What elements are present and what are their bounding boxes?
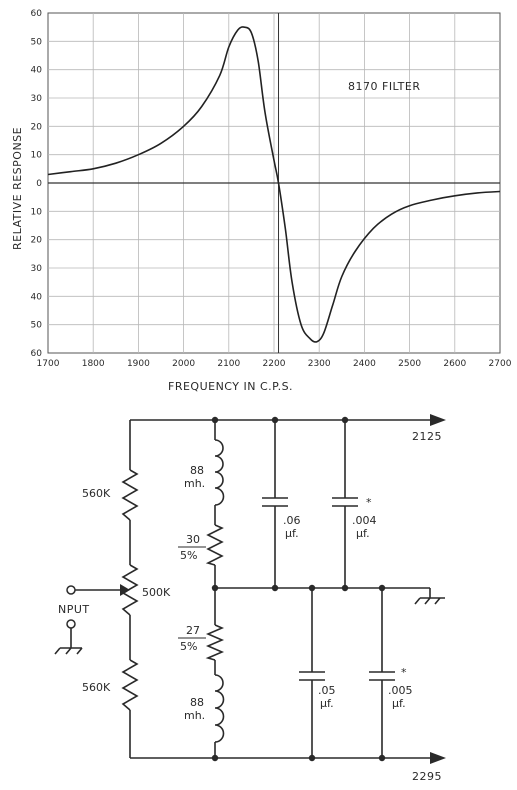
- input-ground: [54, 626, 83, 655]
- inductor-bottom-value: 88: [190, 696, 204, 709]
- inductor-88mh-bottom: [214, 674, 225, 743]
- x-tick-label: 2400: [353, 359, 376, 369]
- marker-c4: *: [401, 666, 407, 679]
- input-terminal-ground: [66, 619, 76, 629]
- inductor-bottom-unit: mh.: [184, 709, 205, 722]
- capacitor-005-value: .005: [388, 684, 413, 697]
- x-tick-label: 1900: [127, 359, 150, 369]
- y-tick-label: 50: [31, 321, 43, 331]
- wiper-arrow: [120, 584, 130, 596]
- resistor-27: [205, 624, 225, 661]
- output-arrow-2295: [430, 752, 446, 764]
- x-tick-label: 2000: [172, 359, 195, 369]
- capacitor-004: [332, 497, 358, 507]
- filter-circuit: [54, 419, 445, 759]
- y-tick-label: 30: [31, 264, 43, 274]
- y-tick-label: 50: [31, 37, 43, 47]
- x-tick-label: 1700: [37, 359, 60, 369]
- y-tick-label: 30: [31, 94, 43, 104]
- junction-dots: [211, 416, 386, 762]
- marker-c2: *: [366, 496, 372, 509]
- x-tick-label: 2300: [308, 359, 331, 369]
- x-axis-label: FREQUENCY IN C.P.S.: [168, 380, 293, 393]
- resistor-30: [205, 524, 224, 566]
- capacitor-004-value: .004: [352, 514, 377, 527]
- resistor-27-tolerance: 5%: [180, 640, 197, 653]
- y-tick-label: 60: [31, 349, 43, 359]
- output-label-2295: 2295: [412, 770, 442, 783]
- chart-title: 8170 FILTER: [348, 80, 421, 93]
- input-terminal: [66, 585, 76, 595]
- resistor-label-560k-bottom: 560K: [82, 681, 111, 694]
- capacitor-005: [369, 671, 395, 681]
- resistor-560k-top: [121, 469, 139, 521]
- resistor-27-value: 27: [186, 624, 200, 637]
- response-curve: [47, 26, 501, 343]
- capacitor-005-unit: µf.: [392, 697, 406, 710]
- y-tick-label: 0: [36, 179, 42, 189]
- y-tick-label: 20: [31, 236, 43, 246]
- capacitor-05: [299, 671, 325, 681]
- y-tick-labels: 60 50 40 30 20 10 0 10 20 30 40 50 60: [31, 9, 43, 359]
- x-tick-label: 2500: [398, 359, 421, 369]
- potentiometer-label: 500K: [142, 586, 171, 599]
- output-arrow-2125: [430, 414, 446, 426]
- capacitor-06-unit: µf.: [285, 527, 299, 540]
- y-axis-label: RELATIVE RESPONSE: [11, 127, 24, 250]
- resistor-30-value: 30: [186, 533, 200, 546]
- x-tick-label: 1800: [82, 359, 105, 369]
- resistor-label-560k-top: 560K: [82, 487, 111, 500]
- capacitor-004-unit: µf.: [356, 527, 370, 540]
- y-tick-label: 60: [31, 9, 43, 19]
- output-label-2125: 2125: [412, 430, 442, 443]
- x-tick-label: 2100: [217, 359, 240, 369]
- response-chart: 60 50 40 30 20 10 0 10 20 30 40 50 60 1700 1800 1900 20…: [11, 9, 512, 393]
- resistor-560k-bottom: [121, 659, 139, 711]
- capacitor-06: [262, 497, 288, 507]
- x-tick-label: 2200: [263, 359, 286, 369]
- input-label: NPUT: [58, 603, 90, 616]
- y-tick-label: 40: [31, 66, 43, 76]
- y-tick-label: 20: [31, 122, 43, 132]
- potentiometer-500k: [121, 564, 139, 616]
- y-tick-label: 10: [31, 151, 43, 161]
- inductor-top-value: 88: [190, 464, 204, 477]
- resistor-30-tolerance: 5%: [180, 549, 197, 562]
- capacitor-06-value: .06: [283, 514, 301, 527]
- x-tick-label: 2600: [443, 359, 466, 369]
- y-tick-label: 10: [31, 207, 43, 217]
- ground-symbol: [414, 597, 445, 605]
- inductor-88mh-top: [214, 439, 225, 506]
- capacitor-05-unit: µf.: [320, 697, 334, 710]
- x-tick-labels: 1700 1800 1900 2000 2100 2200 2300 2400 2500 2600…: [37, 359, 512, 369]
- y-tick-label: 40: [31, 292, 43, 302]
- capacitor-05-value: .05: [318, 684, 336, 697]
- x-tick-label: 2700: [489, 359, 512, 369]
- inductor-top-unit: mh.: [184, 477, 205, 490]
